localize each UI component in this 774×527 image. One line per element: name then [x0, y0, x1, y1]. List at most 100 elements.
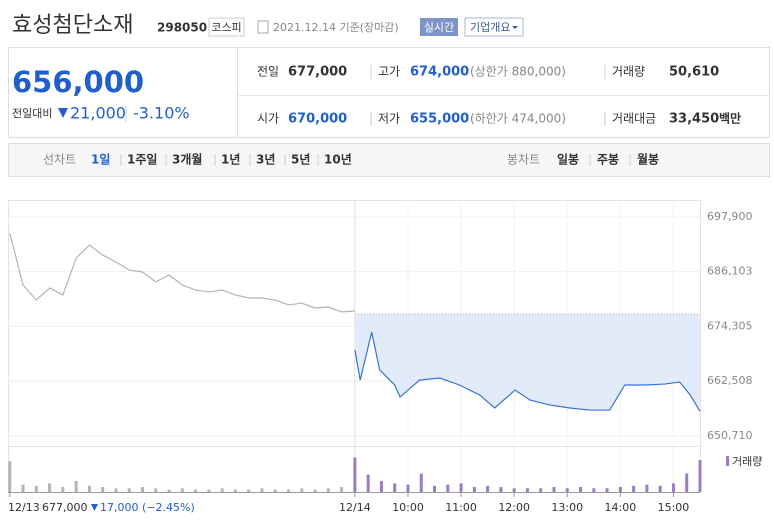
- x-tick-label: 11:00: [445, 501, 477, 514]
- volume-bar: [326, 488, 330, 492]
- period-tab[interactable]: 1일: [91, 153, 110, 167]
- volume-bar: [499, 487, 503, 492]
- y-tick-label: 686,103: [707, 265, 753, 278]
- tab-bar: [8, 143, 770, 177]
- x-tick-label: 12:00: [498, 501, 530, 514]
- price-box: [8, 47, 770, 138]
- footer-close: 677,000: [42, 501, 88, 514]
- x-tick-label: 12/14: [339, 501, 371, 514]
- volume-bar: [87, 485, 91, 492]
- volume-bar: [512, 488, 516, 492]
- candle-tab[interactable]: 주봉: [597, 153, 619, 167]
- volume-bar: [114, 488, 118, 492]
- volume-bar: [433, 485, 437, 492]
- line-chart-label: 선차트: [43, 153, 76, 167]
- stat-label: 저가: [378, 112, 400, 126]
- x-tick-label: 10:00: [392, 501, 424, 514]
- stock-code: 298050: [157, 21, 207, 35]
- volume-bar: [74, 480, 78, 492]
- stat-label: 거래대금: [612, 112, 656, 126]
- stat-value: 670,000: [288, 112, 347, 127]
- volume-bar: [486, 485, 490, 492]
- volume-bar: [446, 484, 450, 492]
- down-arrow: [91, 504, 98, 511]
- volume-bar: [671, 483, 675, 492]
- volume-bar: [379, 480, 383, 492]
- period-tab[interactable]: 3년: [256, 153, 275, 167]
- stock-name: 효성첨단소재: [12, 13, 133, 38]
- stat-value: 33,450: [669, 112, 719, 127]
- volume-bar: [552, 487, 556, 492]
- current-price: 656,000: [12, 65, 144, 99]
- stat-value: 655,000: [410, 112, 469, 127]
- volume-bar: [34, 485, 38, 492]
- volume-bar: [419, 473, 423, 492]
- realtime-button[interactable]: [420, 18, 458, 36]
- down-arrow: [58, 108, 68, 118]
- volume-bar: [167, 489, 171, 492]
- period-tab[interactable]: 1주일: [127, 153, 157, 167]
- y-tick-label: 662,508: [707, 374, 753, 387]
- volume-bar: [632, 485, 636, 492]
- volume-bar: [260, 488, 264, 492]
- change: 21,000: [70, 104, 126, 123]
- volume-bar: [539, 488, 543, 492]
- period-tab[interactable]: 1년: [221, 153, 240, 167]
- volume-bar: [287, 489, 291, 492]
- volume-bar: [645, 484, 649, 492]
- volume-bar: [154, 488, 158, 492]
- stat-label: 전일: [257, 65, 279, 79]
- stat-note: (하한가 474,000): [470, 112, 566, 126]
- stat-note: (상한가 880,000): [470, 65, 566, 79]
- period-tab[interactable]: 5년: [291, 153, 310, 167]
- volume-bar: [565, 488, 569, 492]
- volume-bar: [141, 487, 145, 492]
- legend-swatch: [726, 456, 729, 466]
- volume-bar: [313, 489, 317, 492]
- stat-label: 거래량: [612, 65, 645, 79]
- volume-bar: [273, 489, 277, 492]
- footer-change: 17,000: [100, 501, 139, 514]
- volume-bar: [48, 483, 52, 492]
- overview[interactable]: 기업개요: [470, 21, 510, 34]
- volume-bar: [605, 488, 609, 492]
- volume-bar: [101, 487, 105, 492]
- x-tick-label: 14:00: [605, 501, 637, 514]
- overview-button[interactable]: [464, 17, 524, 37]
- volume-bar: [194, 489, 198, 492]
- volume-bar: [459, 483, 463, 492]
- stat-label: 고가: [378, 65, 400, 79]
- volume-bar: [61, 487, 65, 492]
- date: 2021.12.14 기준(장마감): [273, 21, 399, 34]
- volume-bar: [8, 461, 12, 492]
- stat-value: 50,610: [669, 65, 719, 80]
- candle-tab[interactable]: 월봉: [637, 152, 659, 167]
- price-line: [354, 331, 701, 412]
- footer-rate: (−2.45%): [142, 501, 195, 514]
- dropdown-arrow: [512, 26, 518, 29]
- y-tick-label: 697,900: [707, 210, 753, 223]
- period-tab[interactable]: 10년: [324, 153, 352, 167]
- market: 코스피: [211, 21, 241, 34]
- stat-unit: 백만: [719, 111, 741, 126]
- volume-bar: [21, 484, 25, 492]
- stat-label: 시가: [257, 112, 279, 126]
- volume-bar: [233, 489, 237, 492]
- period-tab[interactable]: 3개월: [172, 152, 202, 167]
- volume-bar: [340, 487, 344, 492]
- y-tick-label: 674,305: [707, 320, 753, 333]
- realtime[interactable]: 실시간: [424, 21, 454, 34]
- volume-bar: [393, 483, 397, 492]
- candle-tab[interactable]: 일봉: [557, 153, 579, 167]
- volume-bar: [685, 473, 689, 492]
- change-label: 전일대비: [12, 106, 52, 120]
- volume-bar: [698, 459, 702, 492]
- x-tick-label: 15:00: [658, 501, 690, 514]
- volume-bar: [406, 484, 410, 492]
- stat-value: 677,000: [288, 65, 347, 80]
- volume-bar: [247, 489, 251, 492]
- market-badge: [208, 17, 245, 37]
- volume-bar: [472, 487, 476, 492]
- volume-bar: [180, 488, 184, 492]
